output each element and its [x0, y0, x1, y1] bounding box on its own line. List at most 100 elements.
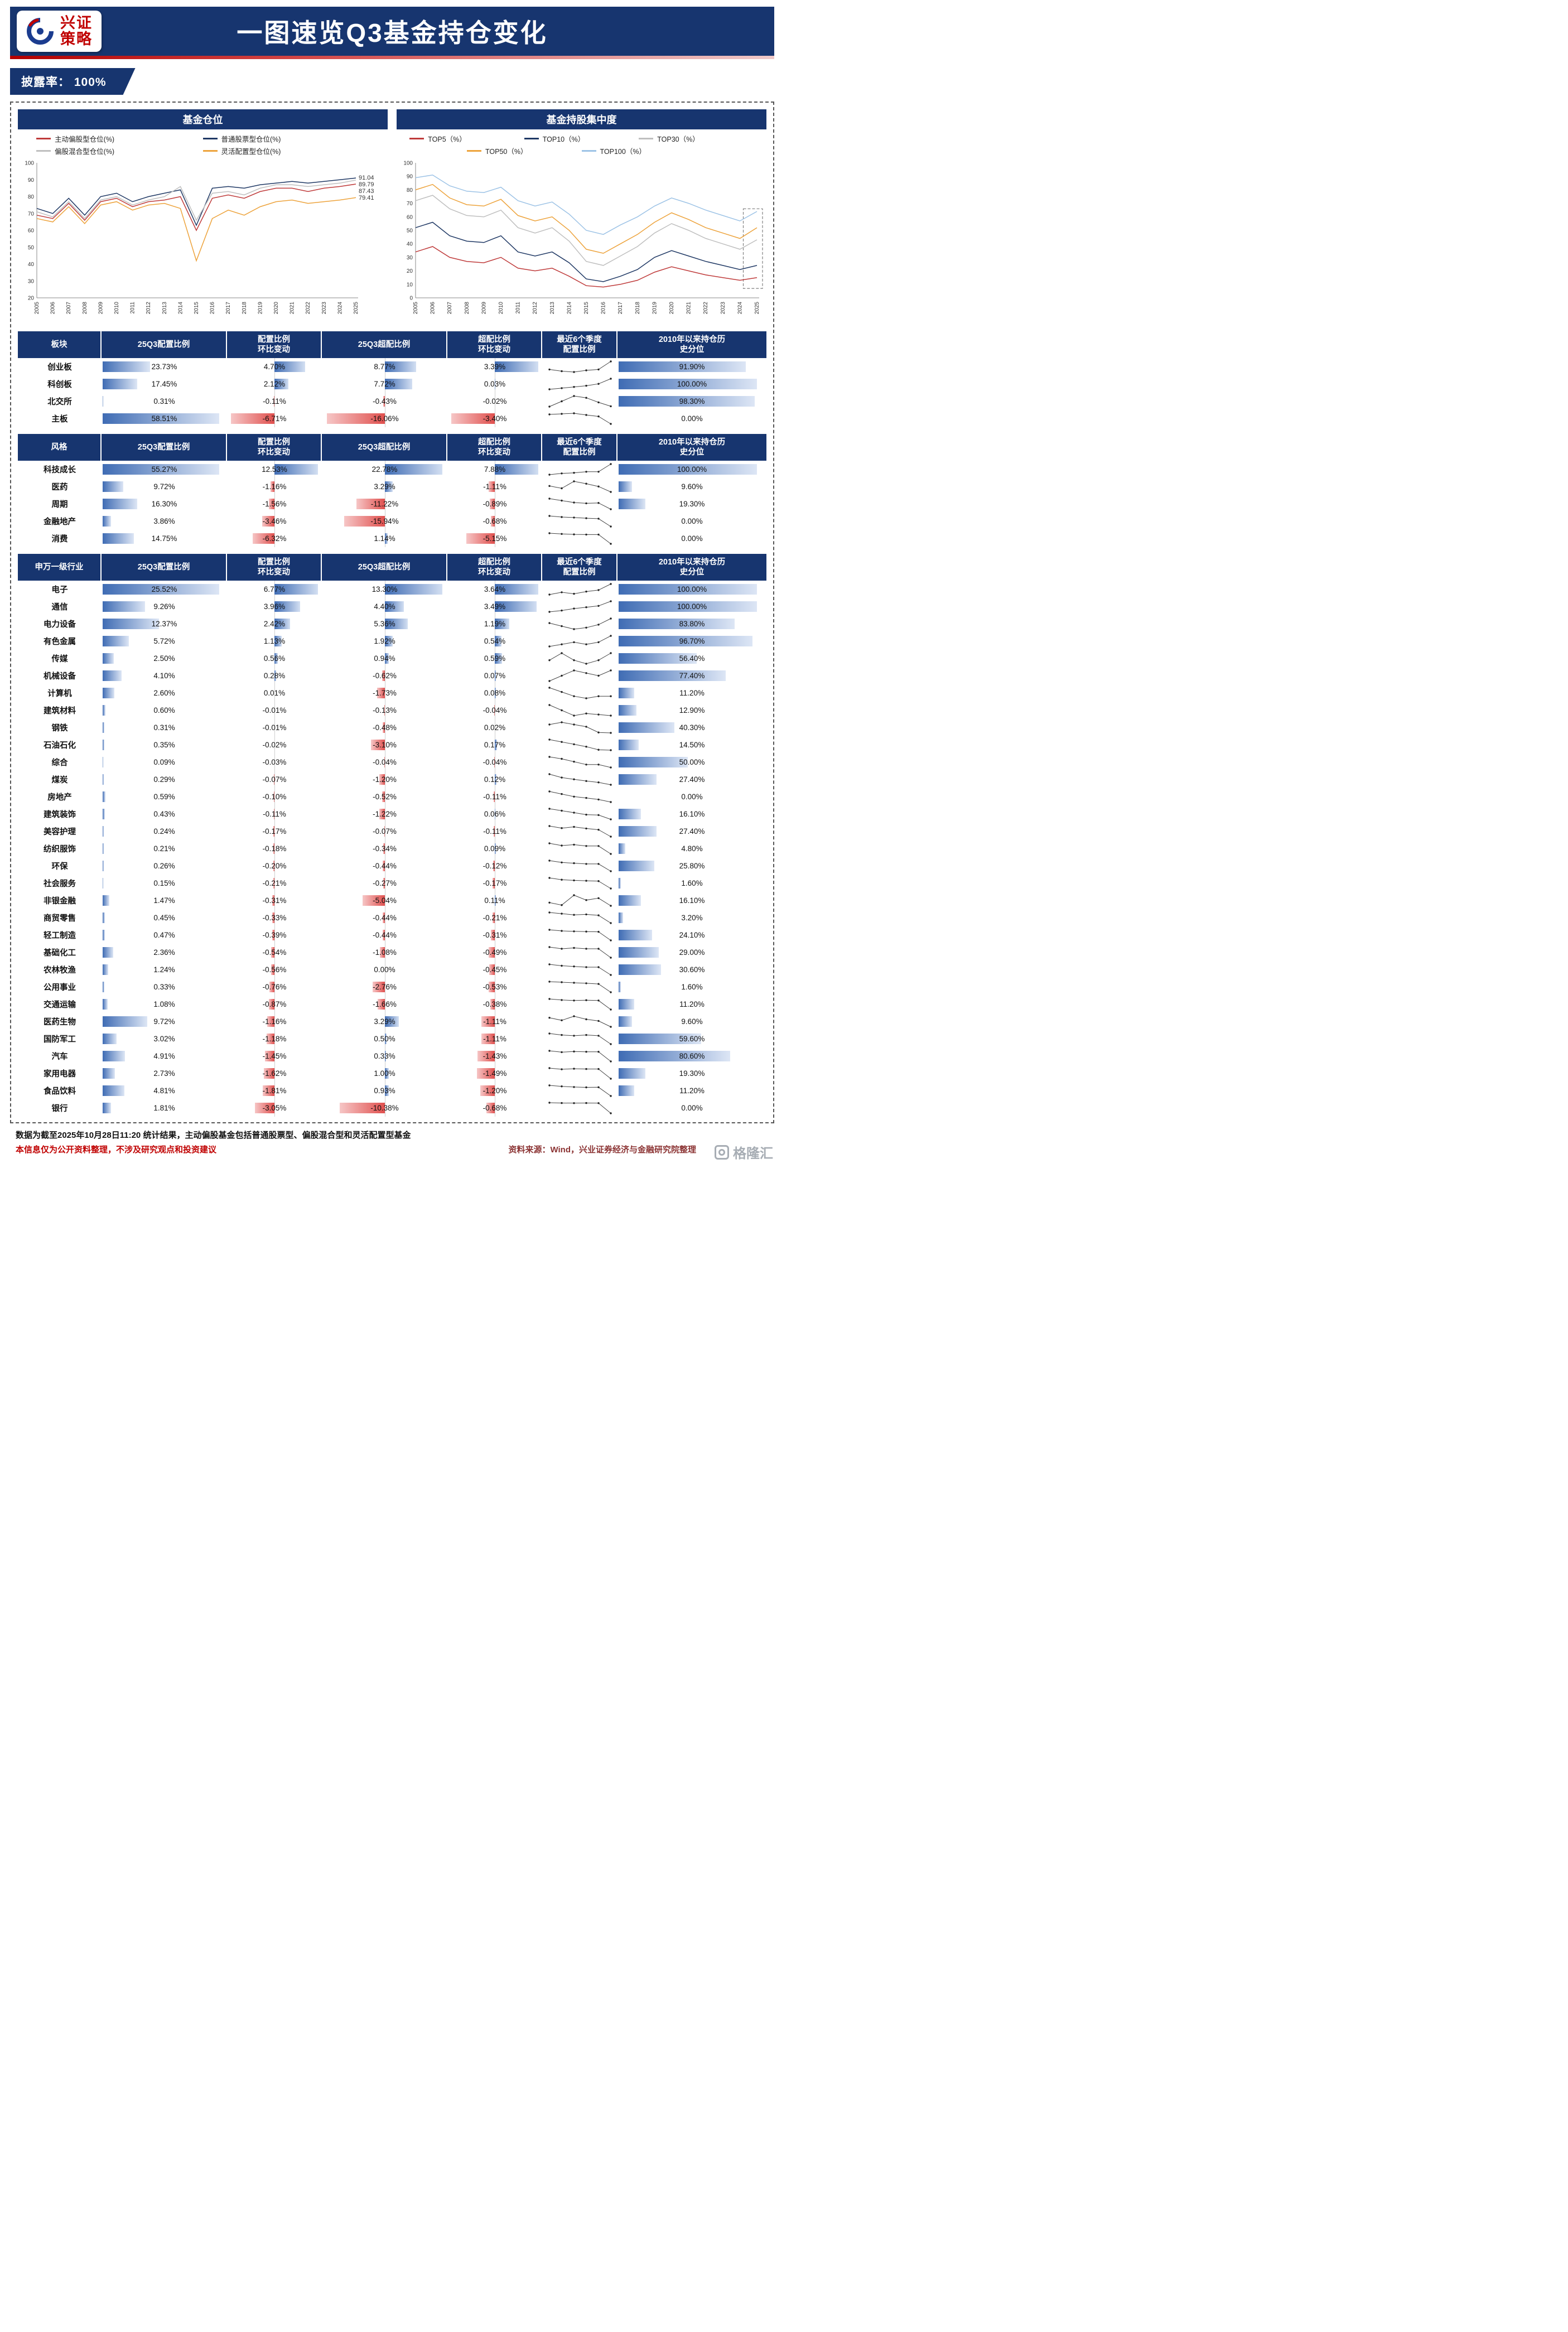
value-text: 30.60%: [679, 965, 705, 974]
svg-text:20: 20: [28, 296, 35, 302]
over-change-cell: -0.12%: [447, 857, 542, 875]
alloc-change-cell: -0.11%: [227, 393, 322, 410]
row-name: 轻工制造: [44, 931, 76, 940]
data-bar: [383, 912, 385, 923]
zero-axis: [274, 1013, 275, 1030]
alloc-cell: 9.72%: [102, 1013, 227, 1030]
data-bar: [263, 1085, 274, 1096]
value-text: 59.60%: [679, 1035, 705, 1043]
trend-sparkline: [542, 702, 617, 719]
svg-text:10: 10: [407, 282, 413, 288]
value-text: -3.46%: [262, 517, 287, 525]
over-change-cell: -0.68%: [447, 1099, 542, 1117]
data-bar: [619, 1051, 731, 1061]
zero-axis: [274, 513, 275, 530]
data-bar: [384, 481, 393, 492]
over-cell: -11.22%: [322, 495, 447, 513]
row-name: 计算机: [47, 689, 72, 698]
brand-line-1: 兴证: [60, 14, 93, 31]
badge-row: 披露率： 100%: [10, 68, 774, 95]
data-bar: [619, 705, 637, 716]
svg-text:2008: 2008: [464, 302, 470, 315]
zero-axis: [274, 944, 275, 961]
percentile-cell: 9.60%: [617, 1013, 766, 1030]
value-text: 12.90%: [679, 706, 705, 714]
percentile-cell: 27.40%: [617, 823, 766, 840]
data-bar: [103, 584, 220, 595]
alloc-cell: 4.10%: [102, 667, 227, 684]
percentile-cell: 0.00%: [617, 410, 766, 427]
data-bar: [451, 413, 495, 424]
over-change-cell: -0.11%: [447, 788, 542, 805]
value-text: -0.01%: [262, 723, 287, 732]
value-text: -0.45%: [483, 965, 507, 974]
data-bar: [103, 1103, 111, 1113]
trend-sparkline: [542, 461, 617, 478]
table-row: 通信 9.26% 3.96% 4.40% 3.49% 100.00%: [18, 598, 766, 615]
data-bar: [272, 912, 274, 923]
value-text: 1.08%: [153, 1000, 175, 1008]
table-industry: 申万一级行业 25Q3配置比例 配置比例 环比变动 25Q3超配比例 超配比例 环比变动…: [18, 554, 766, 1117]
svg-text:90: 90: [28, 177, 35, 184]
data-bar: [619, 826, 657, 837]
svg-text:2021: 2021: [290, 302, 296, 315]
percentile-cell: 50.00%: [617, 754, 766, 771]
over-change-cell: 0.09%: [447, 840, 542, 857]
over-cell: -2.76%: [322, 978, 447, 996]
over-cell: -0.13%: [322, 702, 447, 719]
data-bar: [481, 1034, 495, 1044]
value-text: 2.60%: [153, 689, 175, 697]
data-bar: [274, 601, 300, 612]
over-change-cell: 3.49%: [447, 598, 542, 615]
row-name: 有色金属: [44, 638, 76, 646]
data-bar: [495, 619, 509, 629]
value-text: -0.76%: [262, 983, 287, 991]
over-cell: -1.66%: [322, 996, 447, 1013]
data-bar: [619, 1016, 632, 1027]
data-bar: [383, 396, 385, 407]
data-bar: [383, 861, 385, 871]
value-text: 1.00%: [374, 1069, 395, 1078]
value-text: 11.20%: [679, 689, 705, 697]
data-bar: [480, 1085, 495, 1096]
zero-axis: [274, 926, 275, 944]
value-text: 3.96%: [263, 602, 286, 611]
value-text: -0.33%: [262, 914, 287, 922]
percentile-cell: 19.30%: [617, 1065, 766, 1082]
percentile-cell: 3.20%: [617, 909, 766, 926]
alloc-change-cell: -0.18%: [227, 840, 322, 857]
over-cell: 13.30%: [322, 581, 447, 598]
value-text: -0.54%: [262, 948, 287, 957]
alloc-cell: 0.31%: [102, 393, 227, 410]
value-text: 25.52%: [151, 585, 177, 593]
row-name: 钢铁: [51, 724, 68, 733]
svg-text:2010: 2010: [498, 302, 504, 315]
trend-sparkline: [542, 996, 617, 1013]
legend-swatch: [36, 150, 51, 152]
table-row: 科技成长 55.27% 12.53% 22.78% 7.88% 100.00%: [18, 461, 766, 478]
svg-text:40: 40: [407, 242, 413, 248]
percentile-cell: 83.80%: [617, 615, 766, 633]
legend-item: 偏股混合型仓位(%): [36, 146, 202, 156]
trend-sparkline: [542, 581, 617, 598]
column-header: 配置比例 环比变动: [227, 554, 322, 581]
over-cell: 4.40%: [322, 598, 447, 615]
trend-sparkline: [542, 875, 617, 892]
value-text: -0.31%: [483, 931, 507, 939]
legend-item: TOP5（%）: [409, 133, 524, 144]
data-bar: [268, 999, 274, 1010]
value-text: 1.19%: [484, 620, 506, 628]
table-row: 传媒 2.50% 0.56% 0.94% 0.59% 56.40%: [18, 650, 766, 667]
value-text: -1.49%: [483, 1069, 507, 1078]
value-text: 27.40%: [679, 775, 705, 784]
trend-sparkline: [542, 892, 617, 909]
alloc-cell: 1.47%: [102, 892, 227, 909]
table-header-row: 风格 25Q3配置比例 配置比例 环比变动 25Q3超配比例 超配比例 环比变动 最近6个…: [18, 434, 766, 461]
value-text: -0.48%: [373, 723, 397, 732]
value-text: 3.29%: [374, 1017, 395, 1026]
over-change-cell: 0.02%: [447, 719, 542, 736]
legend-label: TOP50（%）: [485, 148, 528, 156]
value-text: 80.60%: [679, 1052, 705, 1060]
data-bar: [103, 705, 105, 716]
data-bar: [267, 1016, 274, 1027]
